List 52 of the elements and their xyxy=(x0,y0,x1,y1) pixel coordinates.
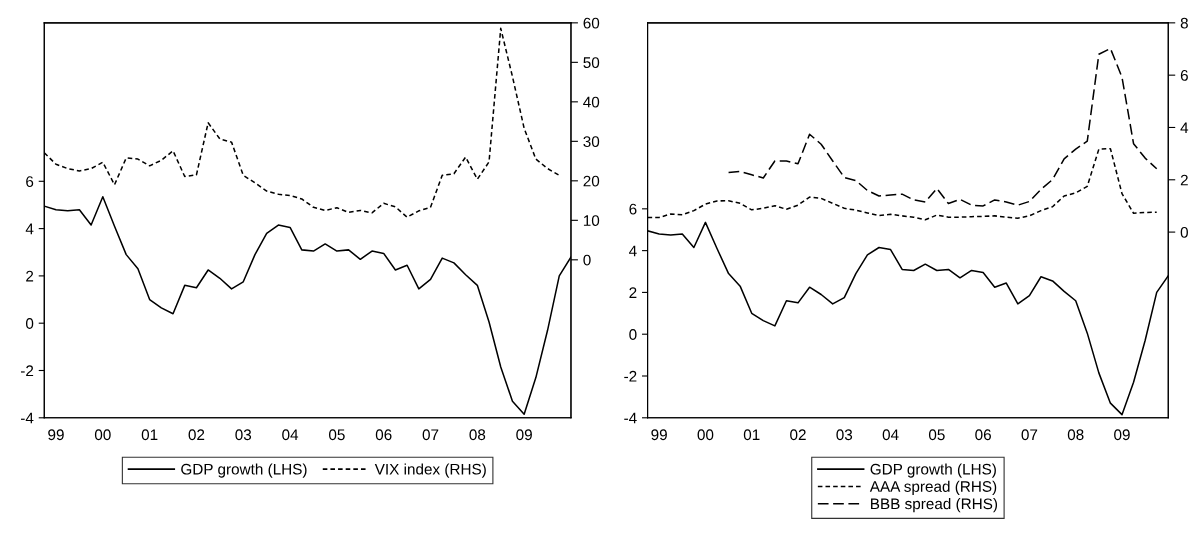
x-tick-label: 07 xyxy=(1021,429,1038,441)
legend-label: BBB spread (RHS) xyxy=(871,497,998,513)
y2-tick-label: 50 xyxy=(583,57,600,69)
x-tick-label: 08 xyxy=(1067,429,1084,441)
y-tick-label: 4 xyxy=(25,223,34,235)
y-tick-label: 4 xyxy=(629,245,637,257)
x-tick-label: 09 xyxy=(516,429,532,441)
x-tick-label: 06 xyxy=(975,429,991,441)
y-tick-label: 2 xyxy=(26,270,34,282)
y2-tick-label: 4 xyxy=(1180,122,1189,133)
y-tick-label: 6 xyxy=(26,176,34,187)
y2-tick-label: 40 xyxy=(583,96,600,108)
y2-tick-label: 30 xyxy=(583,136,600,148)
x-tick-label: 05 xyxy=(328,429,345,441)
y2-tick-label: 20 xyxy=(583,175,600,187)
x-tick-label: 05 xyxy=(928,429,945,441)
x-tick-label: 08 xyxy=(469,429,486,441)
x-tick-label: 06 xyxy=(375,429,392,441)
y-tick-label: 0 xyxy=(629,329,637,340)
y2-tick-label: 10 xyxy=(583,215,600,227)
y2-tick-label: 8 xyxy=(1180,17,1188,29)
x-tick-label: 02 xyxy=(790,429,806,441)
x-tick-label: 99 xyxy=(651,429,667,441)
y-tick-label: 2 xyxy=(629,287,637,298)
x-tick-label: 09 xyxy=(1114,429,1130,441)
x-tick-label: 02 xyxy=(188,429,205,441)
line-series xyxy=(727,47,1158,207)
y-tick-label: -2 xyxy=(20,365,34,377)
x-tick-label: 07 xyxy=(422,429,439,441)
x-tick-label: 04 xyxy=(282,429,299,441)
y2-tick-label: 0 xyxy=(583,254,591,266)
x-tick-label: 03 xyxy=(235,429,252,441)
legend-label: AAA spread (RHS) xyxy=(869,480,997,495)
x-tick-label: 03 xyxy=(836,429,853,441)
y2-tick-label: 0 xyxy=(1180,226,1188,238)
x-tick-label: 00 xyxy=(697,429,714,441)
y-tick-label: 0 xyxy=(25,318,34,329)
y-tick-label: -4 xyxy=(624,412,637,424)
x-tick-label: 99 xyxy=(48,429,64,441)
x-tick-label: 04 xyxy=(882,429,899,441)
y-tick-label: -4 xyxy=(20,412,34,424)
legend-label: GDP growth (LHS) xyxy=(870,463,996,478)
x-tick-label: 00 xyxy=(94,429,111,441)
legend-label: GDP growth (LHS) xyxy=(181,463,307,478)
y-tick-label: 6 xyxy=(629,203,637,215)
x-tick-label: 01 xyxy=(141,429,158,441)
y2-tick-label: 6 xyxy=(1180,70,1188,81)
y2-tick-label: 60 xyxy=(583,17,600,29)
y2-tick-label: 2 xyxy=(1180,174,1188,186)
x-tick-label: 01 xyxy=(743,429,760,441)
y-tick-label: -2 xyxy=(624,370,637,382)
legend-label: VIX index (RHS) xyxy=(374,463,486,478)
